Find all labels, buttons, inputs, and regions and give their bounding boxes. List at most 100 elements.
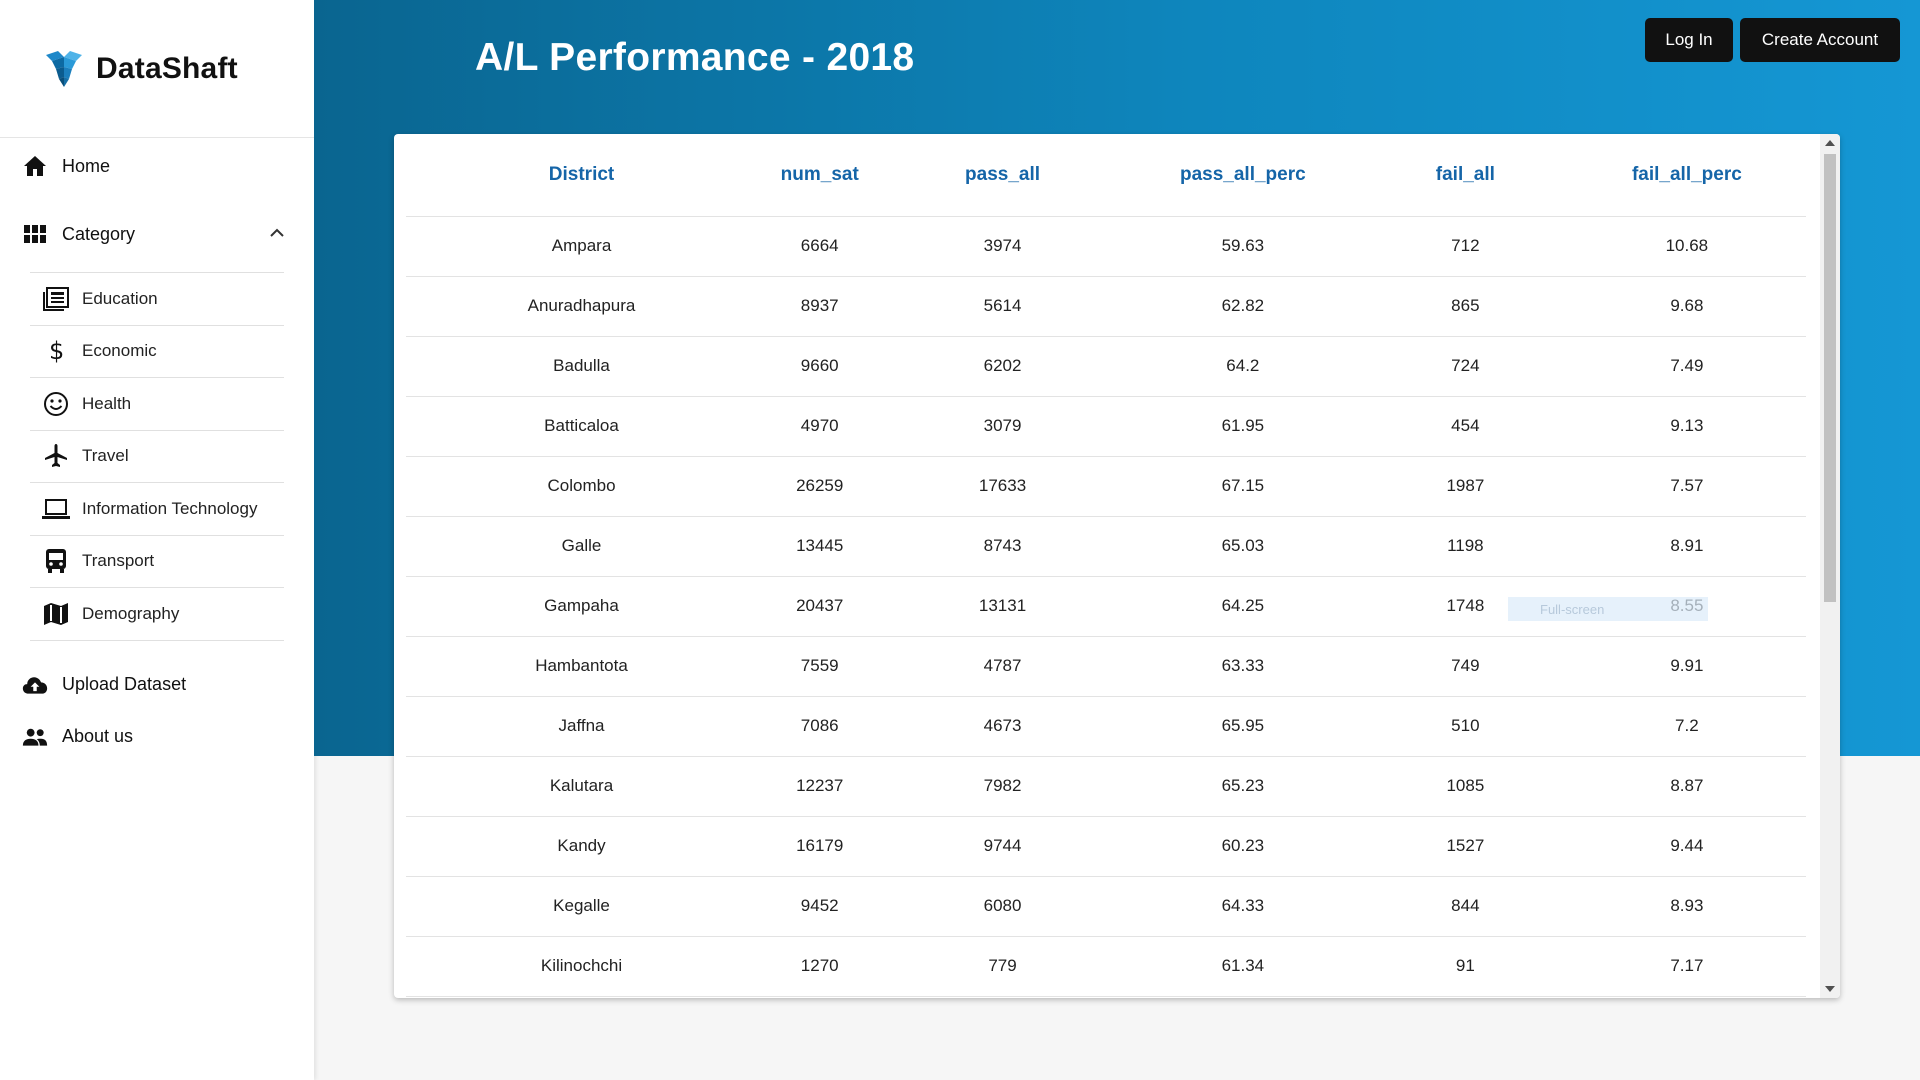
table-row: Kandy 16179 9744 60.23 1527 9.44 [406,816,1806,877]
table-cell: 3974 [882,216,1123,277]
sidebar-item-travel[interactable]: Travel [30,431,284,483]
brand[interactable]: DataShaft [0,0,314,138]
table-row: Galle 13445 8743 65.03 1198 8.91 [406,516,1806,577]
table-cell: 779 [882,936,1123,997]
table-cell: Kandy [406,816,758,877]
map-icon [42,600,70,628]
smile-icon [42,390,70,418]
table-scrollbar[interactable] [1820,134,1840,998]
column-header-num-sat[interactable]: num_sat [757,134,883,217]
table-cell: 8937 [757,276,883,337]
table-scroll-area[interactable]: District num_sat pass_all pass_all_perc fail… [406,134,1806,998]
table-cell: 844 [1362,876,1568,937]
sidebar-item-label: Transport [82,551,155,571]
sidebar-item-home[interactable]: Home [0,142,314,190]
scrollbar-thumb[interactable] [1824,154,1836,602]
table-cell: Galle [406,516,758,577]
sidebar-item-upload-dataset[interactable]: Upload Dataset [0,661,314,709]
cube-logo-icon [46,50,82,87]
table-cell: 5614 [882,276,1123,337]
chevron-up-icon[interactable] [266,222,288,244]
sidebar-item-label: Education [82,288,158,308]
data-table-card: District num_sat pass_all pass_all_perc fail… [394,134,1840,998]
people-icon [22,724,48,750]
table-cell: 13445 [757,516,883,577]
sidebar-item-transport[interactable]: Transport [30,536,284,588]
news-icon [42,285,70,313]
fullscreen-overlay-hint: Full-screen [1508,597,1708,621]
table-row: Badulla 9660 6202 64.2 724 7.49 [406,336,1806,397]
table-cell: Colombo [406,456,758,517]
sidebar-item-information-technology[interactable]: Information Technology [30,483,284,536]
table-row: Anuradhapura 8937 5614 62.82 865 9.68 [406,276,1806,337]
table-cell: 7.49 [1567,336,1806,397]
column-header-fail-all-perc[interactable]: fail_all_perc [1567,134,1806,217]
category-submenu: Education $ Economic Health Travel Infor… [30,272,284,641]
sidebar-item-health[interactable]: Health [30,378,284,431]
table-cell: 7086 [757,696,883,757]
table-cell: 1270 [757,936,883,997]
table-cell: 65.95 [1122,696,1363,757]
sidebar-item-demography[interactable]: Demography [30,588,284,641]
table-cell: 9744 [882,816,1123,877]
table-cell: 3079 [882,396,1123,457]
sidebar-item-label: Category [62,223,136,244]
table-cell: 12237 [757,756,883,817]
sidebar-item-category[interactable]: Category [0,210,314,258]
table-cell: 8.91 [1567,516,1806,577]
login-button[interactable]: Log In [1645,18,1733,62]
table-cell: 749 [1362,636,1568,697]
sidebar-item-label: Upload Dataset [62,674,187,694]
table-cell: 1987 [1362,456,1568,517]
table-cell: 454 [1362,396,1568,457]
cloud-upload-icon [22,672,48,698]
table-cell: 1198 [1362,516,1568,577]
table-cell: 16179 [757,816,883,877]
sidebar-item-label: Demography [82,603,180,623]
table-cell: 67.15 [1122,456,1363,517]
table-cell: 8743 [882,516,1123,577]
sidebar-item-label: Information Technology [82,498,258,518]
table-cell: 8.87 [1567,756,1806,817]
airplane-icon [42,442,70,470]
sidebar-item-economic[interactable]: $ Economic [30,326,284,378]
column-header-pass-all-perc[interactable]: pass_all_perc [1122,134,1363,217]
table-cell: 9.91 [1567,636,1806,697]
table-cell: 13131 [882,576,1123,637]
create-account-button[interactable]: Create Account [1740,18,1900,62]
column-header-district[interactable]: District [406,134,758,217]
table-cell: 4970 [757,396,883,457]
table-cell: 8.93 [1567,876,1806,937]
table-cell: 64.33 [1122,876,1363,937]
table-cell: 865 [1362,276,1568,337]
table-cell: 6080 [882,876,1123,937]
table-cell: 712 [1362,216,1568,277]
table-row: Kegalle 9452 6080 64.33 844 8.93 [406,876,1806,937]
scroll-up-arrow-icon[interactable] [1825,140,1835,146]
table-cell: 6202 [882,336,1123,397]
table-cell: 10.68 [1567,216,1806,277]
table-cell: 7982 [882,756,1123,817]
table-cell: 7.57 [1567,456,1806,517]
sidebar: DataShaft Home Category Education $ [0,0,314,1080]
column-header-fail-all[interactable]: fail_all [1362,134,1568,217]
sidebar-item-label: Economic [82,341,157,361]
table-cell: Gampaha [406,576,758,637]
page-title: A/L Performance - 2018 [475,36,915,79]
table-cell: 63.33 [1122,636,1363,697]
table-header-row: District num_sat pass_all pass_all_perc fail… [406,134,1806,217]
scroll-down-arrow-icon[interactable] [1825,986,1835,992]
table-cell: 62.82 [1122,276,1363,337]
table-cell: 6664 [757,216,883,277]
sidebar-item-education[interactable]: Education [30,273,284,326]
sidebar-item-label: Travel [82,446,129,466]
table-cell: 60.23 [1122,816,1363,877]
column-header-pass-all[interactable]: pass_all [882,134,1123,217]
table-cell: 59.63 [1122,216,1363,277]
table-cell: Badulla [406,336,758,397]
sidebar-item-label: Home [62,155,111,176]
dollar-icon: $ [42,337,70,365]
sidebar-item-about-us[interactable]: About us [0,713,314,761]
table-row: Colombo 26259 17633 67.15 1987 7.57 [406,456,1806,517]
table-cell: Ampara [406,216,758,277]
